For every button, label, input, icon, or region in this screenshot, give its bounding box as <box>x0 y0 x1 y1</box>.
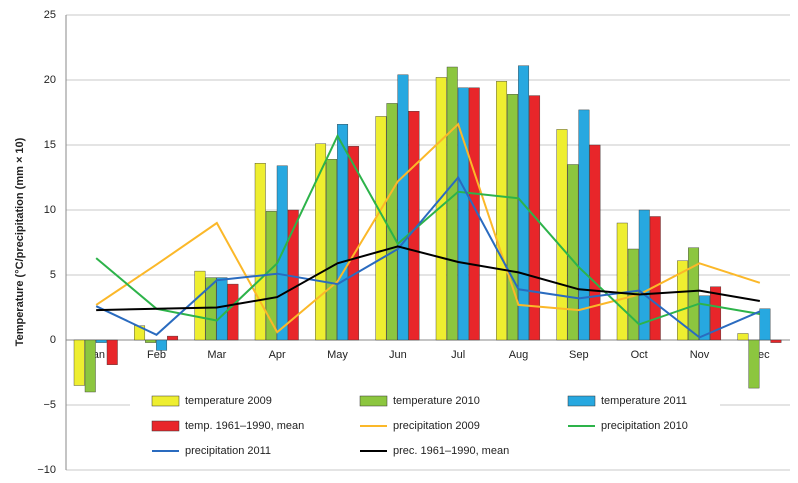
legend-label: temperature 2011 <box>601 395 687 407</box>
legend-label: temp. 1961–1990, mean <box>185 420 304 432</box>
line <box>95 133 761 326</box>
bar <box>496 81 508 341</box>
x-tick-label: Apr <box>269 349 286 361</box>
bar <box>688 247 700 341</box>
bar <box>194 270 206 341</box>
x-tick-label: Nov <box>690 349 710 361</box>
legend-swatch <box>567 395 596 407</box>
bar <box>84 339 96 393</box>
legend-label: prec. 1961–1990, mean <box>393 445 509 457</box>
bar <box>638 209 650 341</box>
bar <box>326 159 338 341</box>
bar <box>337 123 349 341</box>
bar <box>254 162 266 341</box>
y-tick-label: −10 <box>37 464 56 476</box>
bar <box>227 283 239 341</box>
bar <box>677 260 689 341</box>
bar <box>567 164 579 341</box>
x-tick-label: Jun <box>389 349 407 361</box>
bar <box>375 116 387 341</box>
legend-label: temperature 2009 <box>185 395 272 407</box>
bar <box>397 74 409 341</box>
bar <box>435 77 447 341</box>
bar <box>156 339 168 351</box>
legend-swatch <box>151 420 180 432</box>
bar <box>348 146 360 341</box>
y-tick-label: −5 <box>43 399 56 411</box>
bar <box>468 87 480 341</box>
bar <box>106 339 118 365</box>
bar <box>315 143 327 341</box>
bar <box>556 129 568 341</box>
legend-label: temperature 2010 <box>393 395 480 407</box>
bar <box>737 333 749 341</box>
bar <box>748 339 760 389</box>
y-axis-title: Temperature (°C/precipitation (mm × 10) <box>14 137 26 346</box>
legend-box <box>130 385 720 463</box>
bar <box>649 216 661 341</box>
bar <box>589 144 601 341</box>
bar <box>710 286 722 341</box>
y-tick-label: 5 <box>50 269 56 281</box>
bar <box>507 94 519 341</box>
legend-swatch <box>151 395 180 407</box>
bar <box>578 109 590 341</box>
y-tick-label: 15 <box>44 139 56 151</box>
legend-label: precipitation 2009 <box>393 420 480 432</box>
legend-swatch <box>359 395 388 407</box>
x-tick-label: Sep <box>569 349 589 361</box>
bar <box>216 277 228 341</box>
x-tick-label: Aug <box>509 349 529 361</box>
bar <box>770 339 782 343</box>
line <box>95 122 761 334</box>
bar <box>73 339 85 386</box>
y-tick-label: 0 <box>50 334 56 346</box>
legend-label: precipitation 2010 <box>601 420 688 432</box>
bar <box>95 339 107 343</box>
line <box>96 245 761 312</box>
y-tick-label: 20 <box>44 74 56 86</box>
x-tick-label: May <box>327 349 348 361</box>
bar <box>616 222 628 341</box>
y-tick-label: 25 <box>44 9 56 21</box>
bar <box>699 295 711 341</box>
line <box>95 175 761 339</box>
x-tick-label: Feb <box>147 349 166 361</box>
bar <box>167 335 179 341</box>
y-tick-label: 10 <box>44 204 56 216</box>
bar <box>205 277 217 341</box>
legend-label: precipitation 2011 <box>185 445 271 457</box>
x-tick-label: Mar <box>207 349 226 361</box>
x-tick-label: Oct <box>631 349 648 361</box>
bar <box>446 66 458 341</box>
bar <box>759 308 771 341</box>
bar <box>145 339 157 343</box>
bar <box>386 103 398 341</box>
x-tick-label: Jul <box>451 349 465 361</box>
bar <box>457 87 469 341</box>
